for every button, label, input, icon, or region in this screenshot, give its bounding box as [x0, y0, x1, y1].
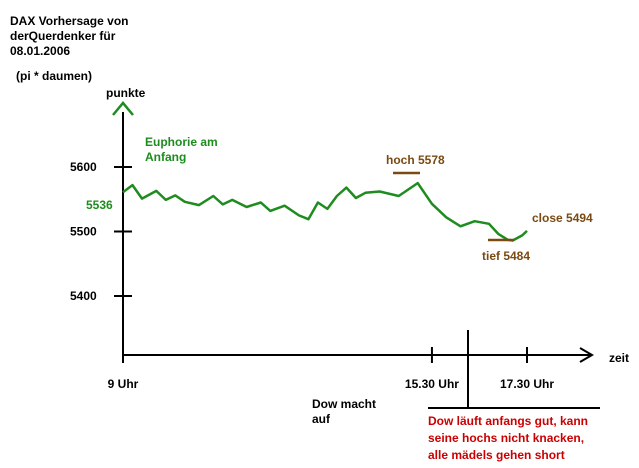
- y-axis-arrow: [112, 101, 134, 116]
- y-axis-label: punkte: [106, 86, 146, 100]
- annotation-start-value: 5536: [86, 198, 113, 212]
- x-tick-label-3: 17.30 Uhr: [500, 377, 554, 391]
- series-line-1: [122, 181, 528, 242]
- event-dow-opens-line-1: Dow macht: [312, 397, 376, 411]
- chart-axes: punkte zeit: [106, 86, 629, 365]
- event-dow-runs-line-2: seine hochs nicht knacken,: [428, 431, 584, 445]
- y-tick-label-5500: 5500: [70, 225, 97, 239]
- y-tick-label-5400: 5400: [70, 289, 97, 303]
- event-dow-runs-line-1: Dow läuft anfangs gut, kann: [428, 414, 588, 428]
- annotation-euphorie-line-1: Euphorie am: [145, 135, 218, 149]
- annotation-high: hoch 5578: [386, 153, 445, 167]
- annotation-euphorie-line-2: Anfang: [145, 150, 186, 164]
- x-tick-label-1: 9 Uhr: [108, 377, 139, 391]
- y-tick-label-5600: 5600: [70, 160, 97, 174]
- annotation-close: close 5494: [532, 211, 593, 225]
- chart-subtitle: (pi * daumen): [16, 69, 93, 83]
- annotation-layer: Euphorie am Anfang 5536 hoch 5578 close 5494…: [86, 135, 600, 462]
- annotation-low: tief 5484: [482, 249, 530, 263]
- event-dow-opens-line-2: auf: [312, 412, 331, 426]
- annotation-euphorie: Euphorie am Anfang: [145, 135, 218, 164]
- x-axis-arrow: [579, 347, 594, 363]
- chart-title-line-3: 08.01.2006: [10, 44, 71, 58]
- chart-title-line-2: derQuerdenker für: [10, 29, 116, 43]
- event-dow-opens: Dow macht auf: [312, 397, 376, 426]
- event-dow-runs-line-3: alle mädels gehen short: [428, 448, 565, 462]
- chart-ticks: 5600 5500 5400 9 Uhr 15.30 Uhr 17.30 Uhr: [70, 160, 554, 391]
- series-layer: [122, 181, 528, 242]
- x-axis-label: zeit: [609, 351, 629, 365]
- x-tick-label-2: 15.30 Uhr: [405, 377, 459, 391]
- chart-title-line-1: DAX Vorhersage von: [10, 14, 129, 28]
- event-dow-runs: Dow läuft anfangs gut, kann seine hochs n…: [428, 414, 588, 462]
